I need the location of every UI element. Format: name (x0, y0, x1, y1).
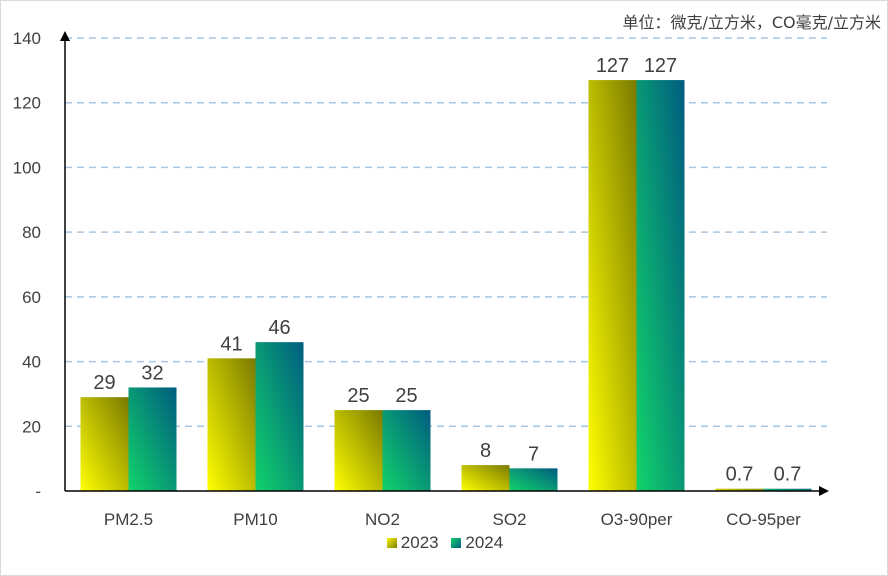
data-label-2023: 8 (480, 440, 491, 462)
bar-2023 (207, 358, 256, 491)
bar-2023 (461, 465, 510, 491)
x-tick-label: O3-90per (601, 510, 673, 529)
data-label-2023: 25 (347, 385, 369, 407)
data-label-2024: 7 (528, 443, 539, 465)
data-label-2024: 46 (268, 317, 290, 339)
bar-2023 (715, 488, 764, 491)
y-tick-label: 60 (22, 288, 41, 307)
data-label-2024: 0.7 (774, 464, 802, 486)
x-tick-label: CO-95per (726, 510, 801, 529)
data-label-2024: 32 (141, 362, 163, 384)
y-tick-label: 100 (13, 158, 41, 177)
data-label-2024: 127 (644, 55, 677, 77)
y-tick-label: 40 (22, 353, 41, 372)
bar-2023 (334, 410, 383, 491)
x-tick-label: SO2 (492, 510, 526, 529)
y-tick-label: - (35, 482, 41, 501)
y-tick-label: 140 (13, 29, 41, 48)
legend-swatch-2024 (451, 538, 462, 548)
y-tick-label: 80 (22, 223, 41, 242)
bar-2024 (636, 80, 685, 492)
bar-2024 (128, 387, 177, 491)
y-tick-label: 20 (22, 417, 41, 436)
bar-2024 (763, 488, 812, 491)
legend-item-2024: 2024 (451, 533, 503, 553)
x-tick-label: PM2.5 (104, 510, 153, 529)
legend-label-2024: 2024 (465, 533, 504, 552)
bar-2024 (509, 468, 558, 491)
bar-2024 (255, 342, 304, 491)
bar-2023 (80, 397, 129, 491)
legend-item-2023: 2023 (386, 533, 439, 553)
data-label-2023: 29 (93, 372, 115, 394)
legend-swatch-2023 (386, 538, 397, 548)
unit-note: 单位：微克/立方米，CO毫克/立方米 (622, 13, 881, 32)
x-tick-label: PM10 (233, 510, 277, 529)
data-label-2023: 127 (596, 55, 629, 77)
y-tick-label: 120 (13, 94, 41, 113)
data-label-2023: 0.7 (726, 464, 754, 486)
data-label-2023: 41 (220, 333, 242, 355)
bar-2024 (382, 410, 431, 491)
bar-2023 (588, 80, 637, 492)
legend: 2023 2024 (1, 533, 888, 553)
data-label-2024: 25 (395, 385, 417, 407)
x-tick-label: NO2 (365, 510, 400, 529)
legend-label-2023: 2023 (400, 533, 439, 552)
